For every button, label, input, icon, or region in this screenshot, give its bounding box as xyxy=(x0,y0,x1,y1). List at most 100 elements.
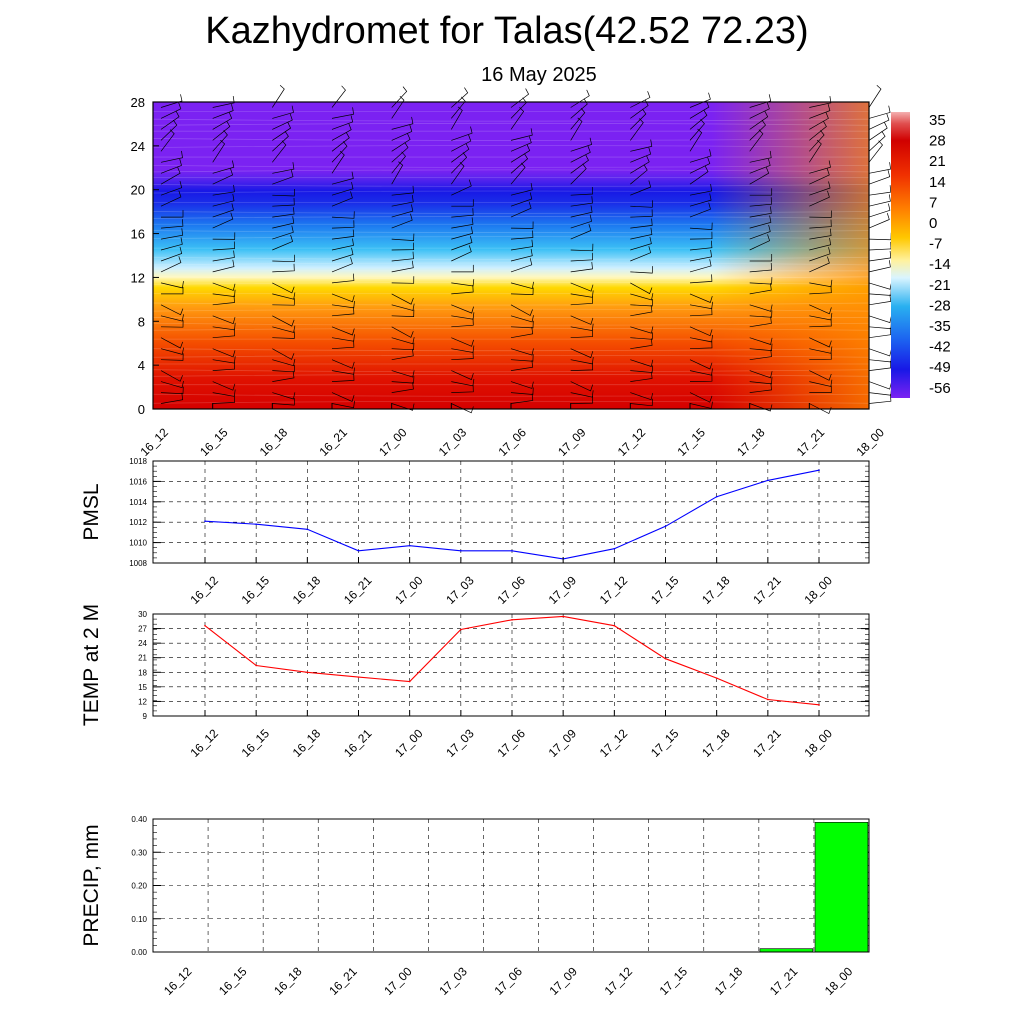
wind-barb xyxy=(570,252,593,262)
wind-barb xyxy=(749,370,773,379)
wind-barb xyxy=(510,192,533,207)
y-tick-label: 21 xyxy=(138,654,147,663)
wind-barb xyxy=(689,401,713,409)
wind-barb xyxy=(391,185,414,196)
wind-barb xyxy=(749,382,772,393)
wind-barb xyxy=(272,207,295,218)
x-tick-label: 17_00 xyxy=(392,726,426,760)
temp-series-line xyxy=(204,615,820,706)
x-tick-label: 18_00 xyxy=(853,425,887,459)
wind-barb xyxy=(510,136,532,152)
wind-barb xyxy=(391,204,414,218)
wind-barb xyxy=(451,370,474,381)
wind-barb xyxy=(749,337,773,345)
data-point xyxy=(204,624,206,627)
wind-barb xyxy=(809,313,833,321)
y-tick-label: 8 xyxy=(138,314,145,329)
wind-barb xyxy=(809,130,825,152)
wind-barb xyxy=(331,300,355,309)
wind-barb xyxy=(510,107,525,130)
wind-barb xyxy=(868,381,892,390)
wind-barb xyxy=(451,235,473,251)
wind-barb xyxy=(160,181,183,196)
plot-frame xyxy=(152,460,870,564)
wind-barb xyxy=(272,325,296,333)
wind-barb xyxy=(510,381,534,389)
wind-barb xyxy=(212,250,235,262)
wind-barb xyxy=(160,94,183,108)
wind-barb xyxy=(160,314,184,322)
contour-line xyxy=(152,281,870,285)
wind-barb xyxy=(630,147,652,163)
wind-barb xyxy=(391,233,415,241)
wind-barb xyxy=(809,370,832,381)
wind-barb xyxy=(451,337,474,347)
wind-barb xyxy=(689,368,713,376)
wind-barb xyxy=(868,203,891,218)
wind-barb xyxy=(809,318,832,328)
data-point xyxy=(715,495,718,498)
wind-barb xyxy=(510,360,534,371)
wind-barb xyxy=(689,240,713,251)
wind-barb xyxy=(570,290,594,298)
wind-barb xyxy=(689,193,712,207)
colorbar-label: 0 xyxy=(929,215,937,232)
wind-barb xyxy=(272,188,295,197)
wind-barb xyxy=(451,96,466,119)
wind-barb xyxy=(868,321,892,330)
wind-barb xyxy=(689,334,713,343)
wind-barb xyxy=(809,160,831,174)
wind-barb xyxy=(689,231,713,240)
colorbar-gradient xyxy=(891,112,910,398)
wind-barb xyxy=(570,98,588,119)
y-tick-label: 0.10 xyxy=(131,915,147,924)
wind-barb xyxy=(451,384,474,393)
wind-barb xyxy=(272,113,293,130)
x-tick-label: 17_12 xyxy=(597,573,631,607)
y-tick-label: 4 xyxy=(138,358,145,373)
x-tick-label: 17_12 xyxy=(615,425,649,459)
y-axis-label: PMSL xyxy=(80,483,103,540)
pmsl-series-line xyxy=(204,469,820,560)
wind-barb xyxy=(451,179,472,196)
wind-barb xyxy=(272,225,294,240)
wind-barb xyxy=(809,285,832,295)
x-tick-label: 17_03 xyxy=(436,964,470,998)
x-tick-label: 17_21 xyxy=(794,425,828,459)
wind-barb xyxy=(331,220,355,229)
wind-barb xyxy=(630,180,652,196)
wind-barb xyxy=(809,237,832,251)
wind-barb xyxy=(510,221,534,229)
wind-barb xyxy=(510,348,534,356)
wind-barb xyxy=(749,316,772,328)
wind-barb xyxy=(630,118,644,141)
contour-line xyxy=(152,348,870,352)
wind-barb xyxy=(331,367,355,375)
wind-barb xyxy=(331,85,346,108)
x-tick-label: 16_15 xyxy=(239,726,273,760)
wind-barb xyxy=(868,113,890,130)
colorbar-label: -14 xyxy=(929,256,951,273)
wind-barb xyxy=(809,385,832,393)
x-tick-label: 16_21 xyxy=(341,726,375,760)
contour-line xyxy=(152,145,870,148)
wind-barb xyxy=(689,293,713,303)
wind-barb xyxy=(868,360,892,371)
wind-barb xyxy=(510,239,534,251)
wind-barb xyxy=(809,379,833,387)
wind-barb xyxy=(510,88,530,108)
x-tick-label: 17_00 xyxy=(381,964,415,998)
y-tick-label: 24 xyxy=(131,139,145,154)
x-tick-label: 17_18 xyxy=(712,964,746,998)
wind-barb xyxy=(451,284,474,295)
x-tick-label: 17_15 xyxy=(674,425,708,459)
wind-barb xyxy=(451,318,474,328)
wind-barb xyxy=(212,389,236,397)
wind-barb xyxy=(391,276,415,284)
wind-barb xyxy=(749,234,771,251)
wind-barb xyxy=(630,266,653,274)
colorbar-label: -28 xyxy=(929,297,951,314)
wind-barb xyxy=(451,217,474,229)
wind-barb xyxy=(749,150,772,163)
wind-barb xyxy=(391,142,409,163)
